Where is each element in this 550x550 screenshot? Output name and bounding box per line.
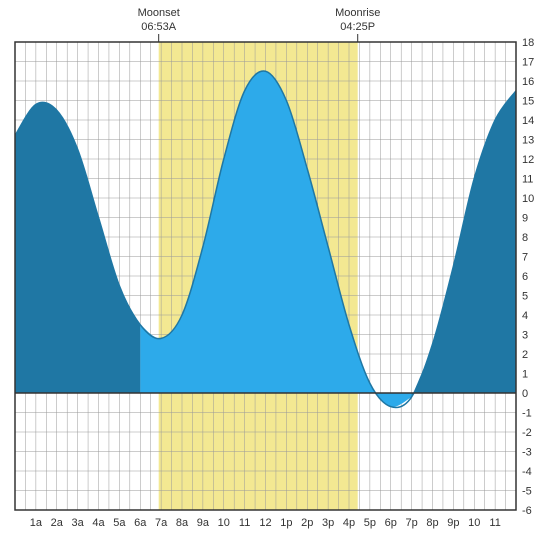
y-tick-label: 0	[522, 388, 528, 400]
x-tick-label: 4a	[92, 517, 105, 529]
x-tick-label: 8a	[176, 517, 189, 529]
y-tick-label: -2	[522, 427, 532, 439]
y-tick-label: -5	[522, 486, 532, 498]
x-tick-label: 9p	[447, 517, 459, 529]
y-tick-label: 13	[522, 135, 534, 147]
y-tick-label: 2	[522, 349, 528, 361]
y-tick-label: -6	[522, 505, 532, 517]
y-tick-label: -1	[522, 408, 532, 420]
y-tick-label: 17	[522, 57, 534, 69]
x-tick-label: 10	[468, 517, 480, 529]
moonrise-annotation: Moonrise 04:25P	[335, 7, 380, 42]
y-tick-label: 15	[522, 96, 534, 108]
x-tick-label: 6p	[385, 517, 397, 529]
x-tick-label: 6a	[134, 517, 147, 529]
moonset-time: 06:53A	[141, 21, 177, 33]
chart-svg: -6-5-4-3-2-10123456789101112131415161718…	[0, 0, 550, 550]
x-tick-label: 2p	[301, 517, 313, 529]
x-tick-label: 11	[239, 517, 250, 529]
y-tick-label: 14	[522, 115, 534, 127]
y-tick-label: 3	[522, 330, 528, 342]
y-tick-label: -4	[522, 466, 532, 478]
x-tick-label: 1p	[280, 517, 292, 529]
moonrise-title: Moonrise	[335, 7, 380, 19]
x-tick-label: 5a	[113, 517, 126, 529]
moonset-title: Moonset	[138, 7, 180, 19]
x-tick-label: 2a	[51, 517, 64, 529]
y-tick-label: 12	[522, 154, 534, 166]
y-tick-label: -3	[522, 447, 532, 459]
y-tick-label: 7	[522, 252, 528, 264]
y-tick-label: 9	[522, 213, 528, 225]
x-tick-label: 11	[489, 517, 500, 529]
moonrise-time: 04:25P	[340, 21, 375, 33]
x-tick-label: 5p	[364, 517, 376, 529]
x-tick-label: 7a	[155, 517, 168, 529]
x-tick-label: 3p	[322, 517, 334, 529]
x-tick-label: 9a	[197, 517, 210, 529]
y-tick-label: 5	[522, 291, 528, 303]
tide-chart: -6-5-4-3-2-10123456789101112131415161718…	[0, 0, 550, 550]
y-tick-label: 6	[522, 271, 528, 283]
y-tick-label: 11	[522, 174, 533, 186]
y-tick-label: 18	[522, 37, 534, 49]
x-tick-label: 10	[218, 517, 230, 529]
x-tick-label: 8p	[426, 517, 438, 529]
x-tick-label: 12	[259, 517, 271, 529]
y-tick-label: 1	[522, 369, 528, 381]
moonset-annotation: Moonset 06:53A	[138, 7, 180, 42]
y-tick-label: 8	[522, 232, 528, 244]
y-tick-label: 16	[522, 76, 534, 88]
y-tick-label: 4	[522, 310, 528, 322]
x-tick-label: 1a	[30, 517, 43, 529]
x-tick-label: 7p	[406, 517, 418, 529]
x-tick-label: 3a	[72, 517, 85, 529]
y-tick-label: 10	[522, 193, 534, 205]
x-tick-label: 4p	[343, 517, 355, 529]
